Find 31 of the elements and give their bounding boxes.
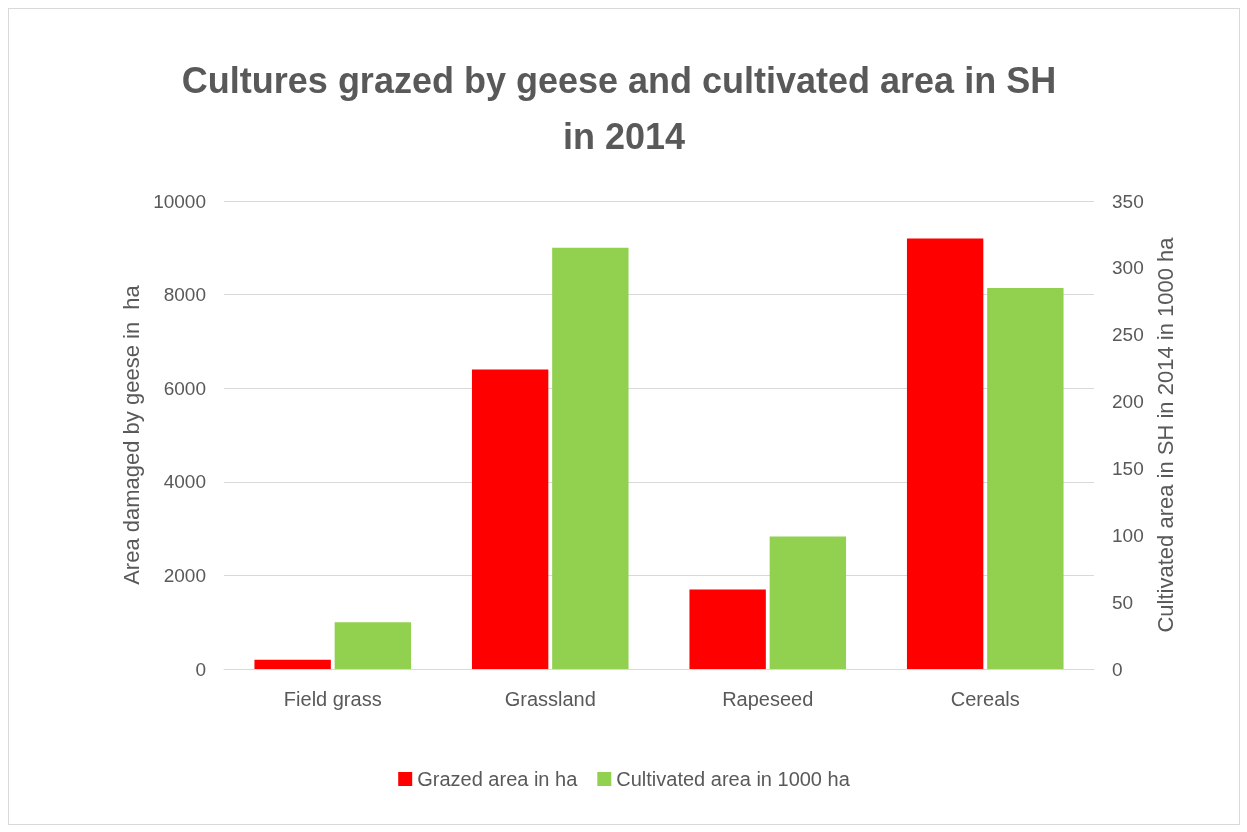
y2-tick-label: 0 — [1112, 658, 1123, 680]
bar — [552, 247, 629, 669]
y-axis-title: Area damaged by geese in ha — [118, 284, 144, 585]
legend-label: Grazed area in ha — [417, 768, 579, 790]
y-tick-label: 6000 — [163, 377, 206, 399]
bar — [769, 536, 847, 669]
bar — [334, 622, 412, 669]
y2-tick-label: 300 — [1112, 257, 1144, 279]
y2-tick-label: 250 — [1112, 324, 1144, 346]
x-tick-label: Field grass — [283, 688, 382, 710]
bar — [689, 589, 766, 669]
legend-label: Cultivated area in 1000 ha — [616, 768, 851, 790]
y2-tick-label: 200 — [1112, 391, 1144, 413]
y-tick-label: 2000 — [163, 564, 206, 586]
x-tick-label: Cereals — [950, 688, 1020, 710]
chart-title: Cultures grazed by geese and cultivated area in SH in 2014 — [181, 59, 1067, 157]
bar — [254, 659, 331, 669]
y2-tick-label: 350 — [1112, 190, 1144, 212]
bar — [471, 369, 549, 669]
bar — [906, 238, 984, 669]
x-tick-label: Rapeseed — [722, 688, 814, 710]
y2-tick-label: 50 — [1112, 591, 1134, 613]
y2-tick-label: 100 — [1112, 524, 1144, 546]
y-tick-label: 4000 — [163, 471, 206, 493]
y-tick-label: 0 — [195, 658, 206, 680]
y-tick-label: 10000 — [153, 190, 206, 212]
x-tick-label: Grassland — [504, 688, 596, 710]
y2-axis-title: Cultivated area in SH in 2014 in 1000 ha — [1153, 236, 1179, 633]
bar — [987, 287, 1064, 669]
y2-tick-label: 150 — [1112, 457, 1144, 479]
y-tick-label: 8000 — [163, 284, 206, 306]
